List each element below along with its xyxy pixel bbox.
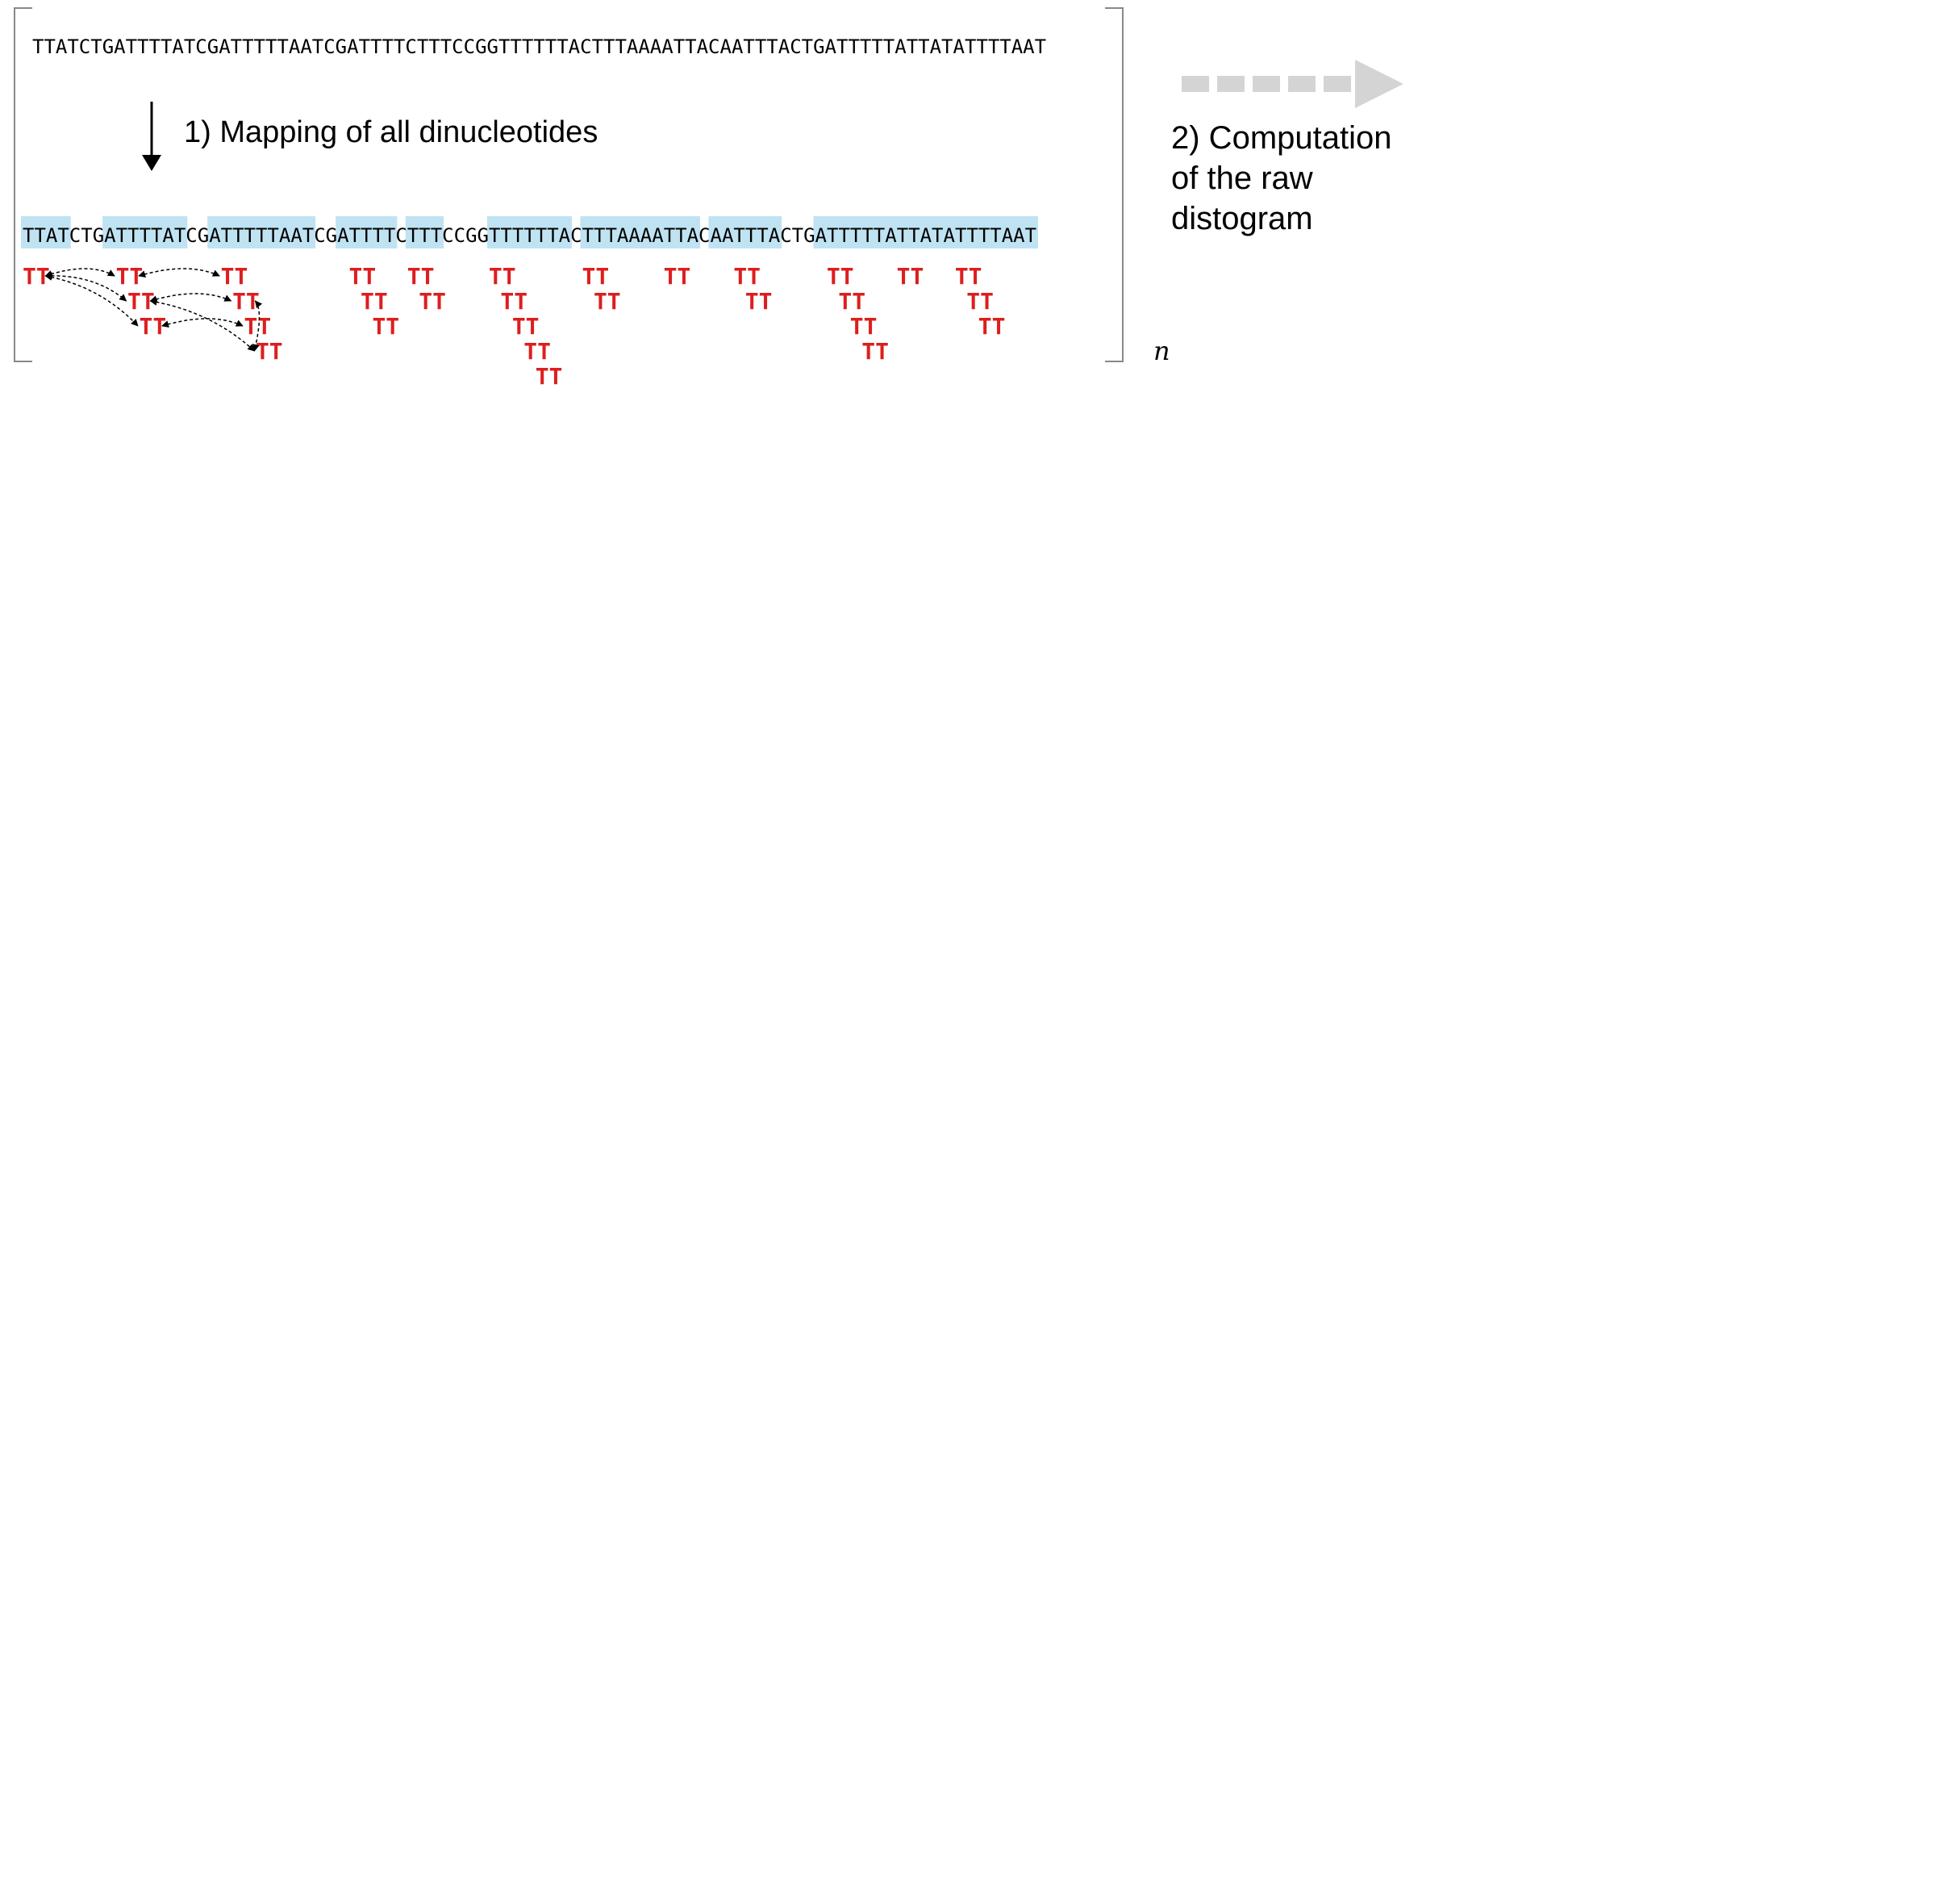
tt-dinucleotide: TT xyxy=(512,313,540,340)
tt-dinucleotide: TT xyxy=(407,263,435,290)
w-run-highlight xyxy=(336,216,398,248)
tt-dinucleotide: TT xyxy=(582,263,610,290)
right-bracket xyxy=(1105,7,1124,362)
tt-dinucleotide: TT xyxy=(838,288,865,315)
step2-line-2: of the raw xyxy=(1171,161,1313,196)
step1-panel: TTATCTGATTTTATCGATTTTTAATCGATTTTCTTTCCGG… xyxy=(14,7,1170,390)
w-run-highlight xyxy=(102,216,188,248)
mapping-arrow-icon xyxy=(142,155,161,171)
tt-dinucleotide: TT xyxy=(500,288,528,315)
w-run-highlight xyxy=(405,216,444,248)
flow-arrow-1-2 xyxy=(1182,60,1403,108)
distance-arrow xyxy=(149,298,256,352)
w-run-highlight xyxy=(21,216,71,248)
tt-dinucleotide: TT xyxy=(419,288,446,315)
distance-arrow xyxy=(252,300,263,352)
w-run-highlight xyxy=(580,216,700,248)
w-run-highlight xyxy=(207,216,316,248)
mapped-sequence: TTATCTGATTTTATCGATTTTTAATCGATTTTCTTTCCGG… xyxy=(23,224,1036,247)
left-bracket xyxy=(14,7,32,362)
tt-dinucleotide: TT xyxy=(349,263,377,290)
step2-line-3: distogram xyxy=(1171,201,1313,236)
tt-dinucleotide: TT xyxy=(221,263,248,290)
distance-arrow xyxy=(44,273,139,327)
distance-arrow xyxy=(161,318,244,328)
tt-dinucleotide: TT xyxy=(733,263,761,290)
tt-dinucleotide: TT xyxy=(489,263,516,290)
tt-dinucleotide: TT xyxy=(745,288,773,315)
w-run-highlight xyxy=(486,216,573,248)
step2-line-1: 2) Computation xyxy=(1171,120,1391,156)
tt-dinucleotide: TT xyxy=(664,263,691,290)
w-run-highlight xyxy=(813,216,1038,248)
tt-dinucleotide: TT xyxy=(594,288,621,315)
step2-label: 2) Computation of the raw distogram 3) N… xyxy=(1171,120,1401,236)
tt-distance-arrows xyxy=(44,268,263,352)
distance-arrow xyxy=(44,268,115,278)
tt-dinucleotide: TT xyxy=(861,338,889,365)
tt-marks: TT TTTTTTTTTTTTTTTTTTTTTTTTTTTTTTTTTTTTTT… xyxy=(23,263,1005,390)
distance-arrow xyxy=(149,293,232,303)
tt-dinucleotide: TT xyxy=(361,288,388,315)
repeat-label: n xyxy=(1153,336,1170,366)
tt-dinucleotide: TT xyxy=(256,338,283,365)
sequence-highlights xyxy=(21,216,1038,248)
tt-dinucleotide: TT xyxy=(536,363,563,390)
tt-dinucleotide: TT xyxy=(850,313,878,340)
step1-label: 1) Mapping of all dinucleotides xyxy=(184,115,598,149)
flow-arrow-right-icon xyxy=(1355,60,1403,108)
tt-dinucleotide: TT xyxy=(372,313,399,340)
tt-dinucleotide: TT xyxy=(966,288,994,315)
tt-dinucleotide: TT xyxy=(955,263,982,290)
tt-dinucleotide: TT xyxy=(897,263,924,290)
raw-sequence: TTATCTGATTTTATCGATTTTTAATCGATTTTCTTTCCGG… xyxy=(32,35,1046,58)
distance-arrow xyxy=(138,268,220,278)
tt-dinucleotide: TT xyxy=(523,338,551,365)
w-run-highlight xyxy=(708,216,782,248)
tt-dinucleotide: TT xyxy=(827,263,854,290)
tt-dinucleotide: TT xyxy=(978,313,1006,340)
